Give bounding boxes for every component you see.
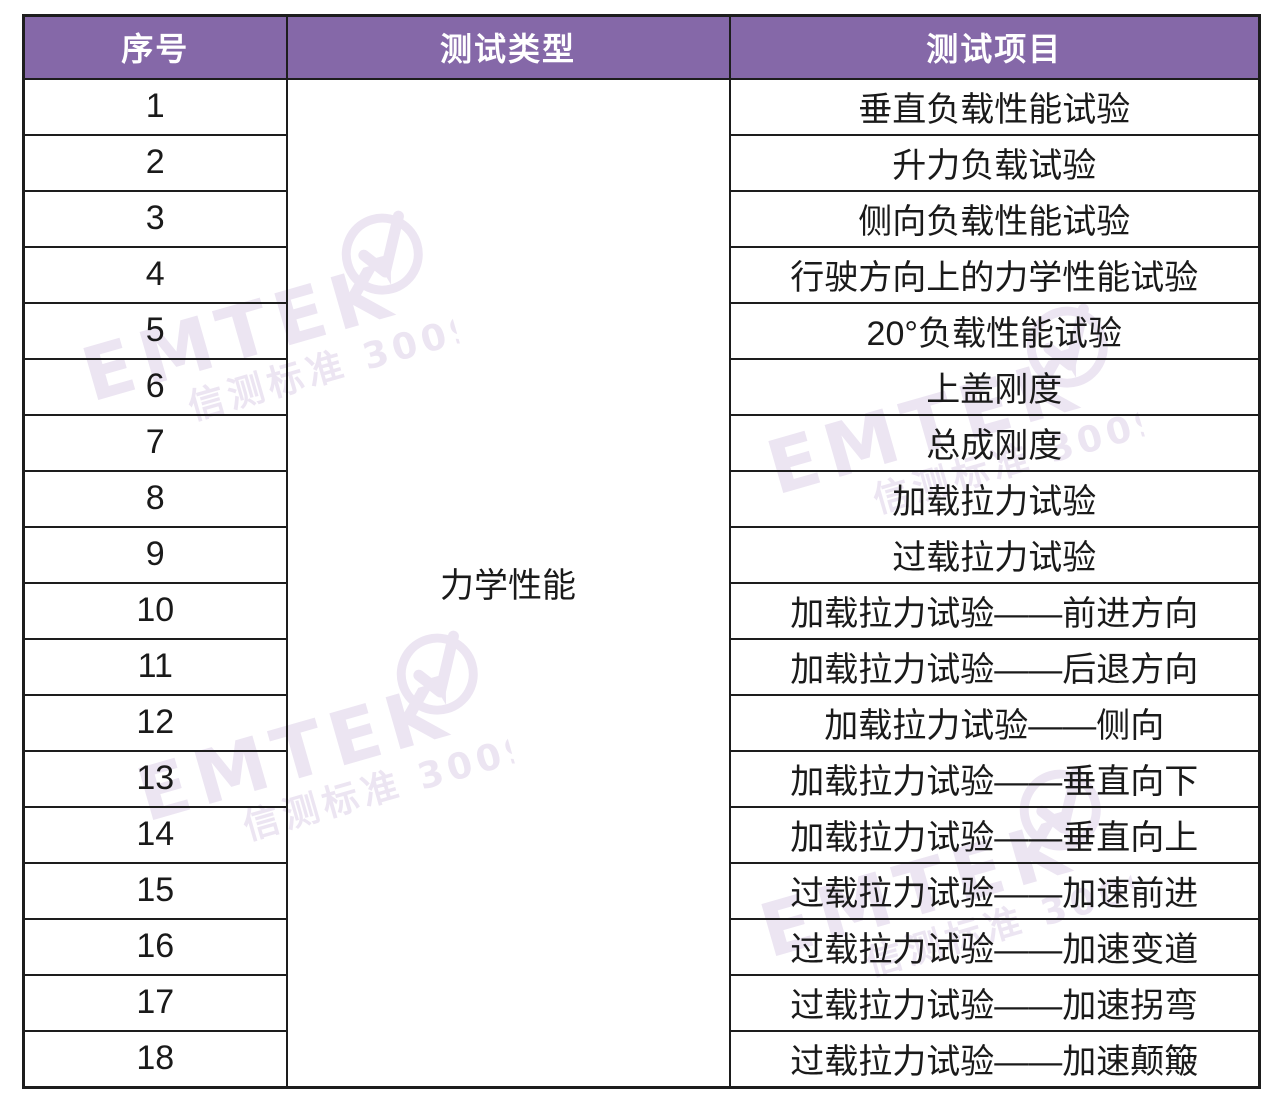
- test-items-table: 序号 测试类型 测试项目 1 力学性能 垂直负载性能试验 2 升力负载试验 3 侧向负载性能…: [22, 14, 1261, 1089]
- table-row: 3 侧向负载性能试验: [22, 189, 1261, 248]
- table-row: 14 加载拉力试验——垂直向上: [22, 805, 1261, 864]
- test-item-cell: 垂直负载性能试验: [728, 77, 1261, 136]
- row-number-cell: 16: [22, 917, 288, 976]
- test-item-cell: 侧向负载性能试验: [728, 189, 1261, 248]
- test-item-cell: 升力负载试验: [728, 133, 1261, 192]
- row-number-cell: 9: [22, 525, 288, 584]
- row-number-cell: 10: [22, 581, 288, 640]
- row-number-cell: 3: [22, 189, 288, 248]
- table-row: 4 行驶方向上的力学性能试验: [22, 245, 1261, 304]
- table-row: 9 过载拉力试验: [22, 525, 1261, 584]
- row-number-cell: 11: [22, 637, 288, 696]
- row-number-cell: 2: [22, 133, 288, 192]
- test-item-cell: 过载拉力试验——加速变道: [728, 917, 1261, 976]
- table-row: 17 过载拉力试验——加速拐弯: [22, 973, 1261, 1032]
- table-body: 1 力学性能 垂直负载性能试验 2 升力负载试验 3 侧向负载性能试验 4 行驶方向上的力学性能…: [22, 77, 1261, 1089]
- test-item-cell: 加载拉力试验——前进方向: [728, 581, 1261, 640]
- test-item-cell: 上盖刚度: [728, 357, 1261, 416]
- table-row: 16 过载拉力试验——加速变道: [22, 917, 1261, 976]
- table-row: 18 过载拉力试验——加速颠簸: [22, 1029, 1261, 1089]
- table-row: 10 加载拉力试验——前进方向: [22, 581, 1261, 640]
- header-row: 序号 测试类型 测试项目: [22, 14, 1261, 80]
- test-item-cell: 加载拉力试验——后退方向: [728, 637, 1261, 696]
- row-number-cell: 1: [22, 77, 288, 136]
- test-type-merged-cell: 力学性能: [285, 77, 731, 1089]
- test-item-cell: 过载拉力试验——加速颠簸: [728, 1029, 1261, 1089]
- test-item-cell: 加载拉力试验——垂直向下: [728, 749, 1261, 808]
- test-item-cell: 过载拉力试验——加速前进: [728, 861, 1261, 920]
- table-row: 2 升力负载试验: [22, 133, 1261, 192]
- table-row: 1 力学性能 垂直负载性能试验: [22, 77, 1261, 1089]
- row-number-cell: 15: [22, 861, 288, 920]
- table-header: 序号 测试类型 测试项目: [22, 14, 1261, 80]
- row-number-cell: 17: [22, 973, 288, 1032]
- header-cell-test-type: 测试类型: [285, 14, 731, 80]
- header-cell-number: 序号: [22, 14, 288, 80]
- header-cell-test-item: 测试项目: [728, 14, 1261, 80]
- row-number-cell: 4: [22, 245, 288, 304]
- test-item-cell: 20°负载性能试验: [728, 301, 1261, 360]
- row-number-cell: 5: [22, 301, 288, 360]
- row-number-cell: 18: [22, 1029, 288, 1089]
- row-number-cell: 6: [22, 357, 288, 416]
- test-item-cell: 过载拉力试验: [728, 525, 1261, 584]
- test-item-cell: 加载拉力试验: [728, 469, 1261, 528]
- row-number-cell: 14: [22, 805, 288, 864]
- table-row: 8 加载拉力试验: [22, 469, 1261, 528]
- test-item-cell: 加载拉力试验——垂直向上: [728, 805, 1261, 864]
- test-item-cell: 加载拉力试验——侧向: [728, 693, 1261, 752]
- table-row: 11 加载拉力试验——后退方向: [22, 637, 1261, 696]
- test-item-cell: 总成刚度: [728, 413, 1261, 472]
- table-row: 15 过载拉力试验——加速前进: [22, 861, 1261, 920]
- test-item-cell: 过载拉力试验——加速拐弯: [728, 973, 1261, 1032]
- test-item-cell: 行驶方向上的力学性能试验: [728, 245, 1261, 304]
- table-row: 12 加载拉力试验——侧向: [22, 693, 1261, 752]
- table-row: 6 上盖刚度: [22, 357, 1261, 416]
- row-number-cell: 8: [22, 469, 288, 528]
- row-number-cell: 12: [22, 693, 288, 752]
- table-row: 13 加载拉力试验——垂直向下: [22, 749, 1261, 808]
- row-number-cell: 7: [22, 413, 288, 472]
- row-number-cell: 13: [22, 749, 288, 808]
- table-row: 7 总成刚度: [22, 413, 1261, 472]
